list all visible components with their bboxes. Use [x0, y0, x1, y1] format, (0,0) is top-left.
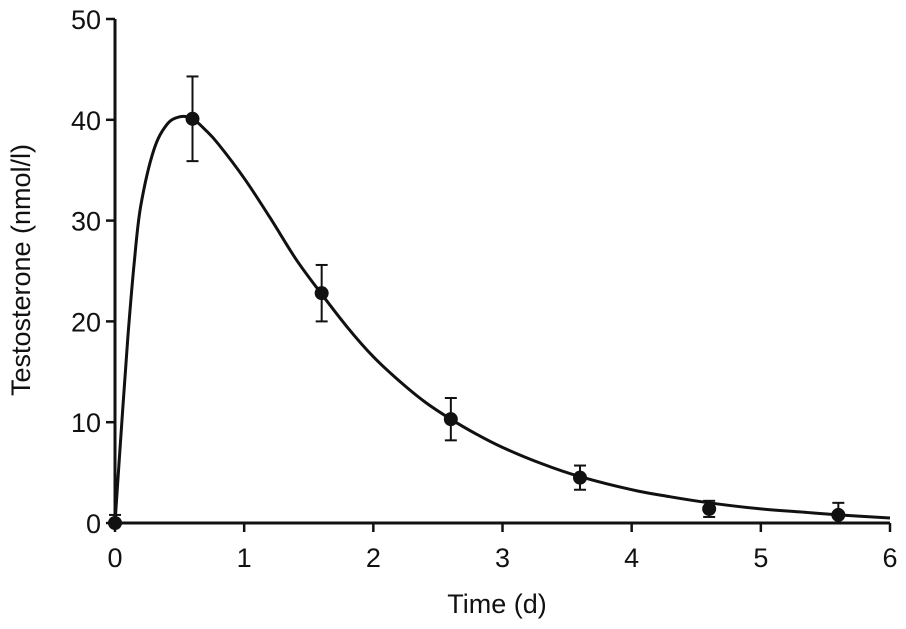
- data-point-group: [108, 513, 122, 530]
- fit-curve-layer: [113, 114, 891, 524]
- data-point: [831, 507, 846, 522]
- y-axis-title: Testosterone (nmol/l): [6, 144, 36, 396]
- data-point: [314, 286, 329, 301]
- x-tick-label: 2: [366, 543, 381, 573]
- data-point-group: [314, 263, 329, 323]
- data-point: [443, 412, 458, 427]
- y-tick-label: 30: [71, 207, 101, 237]
- y-tick-label: 50: [71, 5, 101, 35]
- data-points-layer: [108, 75, 846, 530]
- data-point: [108, 516, 122, 530]
- x-tick-label: 4: [624, 543, 639, 573]
- data-point-group: [443, 397, 458, 442]
- data-point-group: [831, 501, 846, 524]
- x-tick-label: 5: [753, 543, 768, 573]
- data-point-group: [702, 499, 717, 518]
- data-point: [573, 470, 587, 485]
- y-tick-label: 20: [71, 307, 101, 337]
- y-tick-label: 10: [71, 408, 101, 438]
- x-tick-label: 3: [495, 543, 510, 573]
- y-tick-label: 0: [86, 509, 101, 539]
- x-tick-label: 0: [107, 543, 122, 573]
- fit-curve-line: [113, 114, 891, 524]
- axes: 0 1 2 3 4 5 6 0 10 20 30 40 50: [71, 5, 898, 573]
- x-tick-label: 1: [237, 543, 252, 573]
- data-point-group: [185, 75, 200, 163]
- x-tick-label: 6: [882, 543, 897, 573]
- x-axis-title: Time (d): [447, 589, 547, 619]
- y-tick-label: 40: [71, 106, 101, 136]
- data-point-group: [573, 464, 587, 491]
- data-point: [185, 111, 200, 126]
- data-point: [702, 501, 717, 516]
